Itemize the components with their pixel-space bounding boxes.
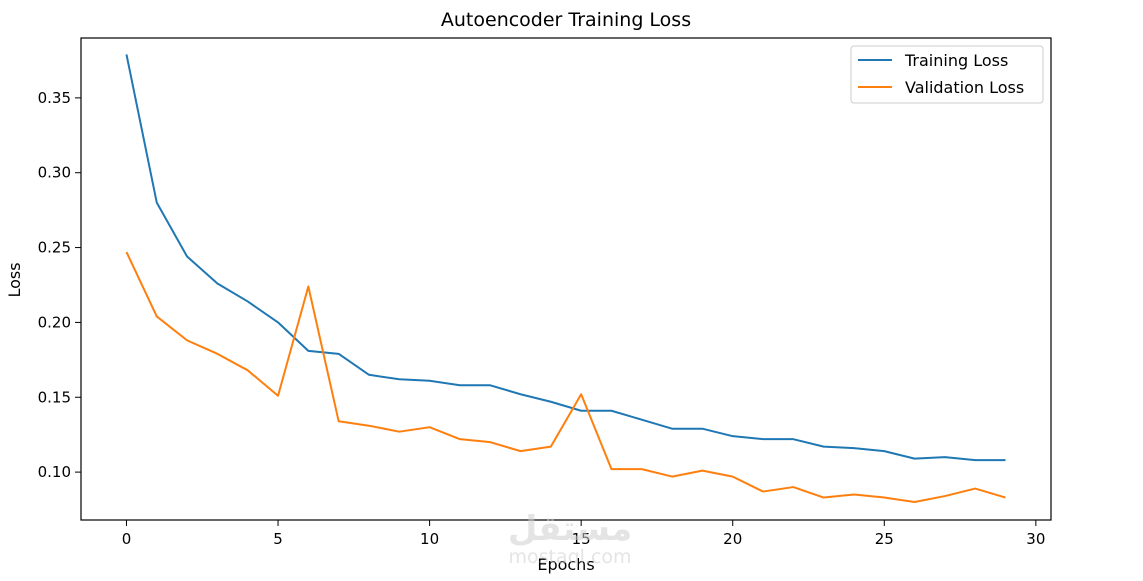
watermark-url: mostaql.com bbox=[508, 546, 631, 568]
x-tick-label: 0 bbox=[122, 530, 132, 548]
x-axis-label: Epochs bbox=[537, 555, 594, 574]
y-tick-label: 0.25 bbox=[38, 239, 71, 257]
watermark: مستقل mostaql.com bbox=[508, 509, 632, 568]
y-axis-label: Loss bbox=[5, 262, 24, 297]
chart-title: Autoencoder Training Loss bbox=[441, 9, 691, 31]
y-tick-label: 0.15 bbox=[38, 388, 71, 406]
series-layer bbox=[125, 54, 1006, 504]
plot-area-frame bbox=[80, 37, 1052, 521]
y-axis-ticks: 0.10 0.15 0.20 0.25 0.30 0.35 bbox=[38, 89, 81, 481]
legend: Training Loss Validation Loss bbox=[850, 45, 1044, 104]
y-tick-label: 0.20 bbox=[38, 313, 71, 331]
watermark-logo: مستقل bbox=[508, 509, 632, 549]
x-axis-ticks: 0 5 10 15 20 25 30 bbox=[122, 520, 1045, 548]
x-tick-label: 25 bbox=[875, 530, 894, 548]
legend-label-training-loss: Training Loss bbox=[904, 51, 1008, 70]
y-tick-label: 0.10 bbox=[38, 463, 71, 481]
x-tick-label: 30 bbox=[1026, 530, 1045, 548]
y-tick-label: 0.30 bbox=[38, 164, 71, 182]
y-tick-label: 0.35 bbox=[38, 89, 71, 107]
x-tick-label: 15 bbox=[572, 530, 591, 548]
legend-label-validation-loss: Validation Loss bbox=[905, 78, 1024, 97]
x-tick-label: 20 bbox=[723, 530, 742, 548]
series-line-training-loss bbox=[125, 54, 1006, 462]
x-tick-label: 10 bbox=[420, 530, 439, 548]
series-line-validation-loss bbox=[125, 251, 1006, 504]
legend-box bbox=[850, 45, 1044, 104]
x-tick-label: 5 bbox=[273, 530, 283, 548]
